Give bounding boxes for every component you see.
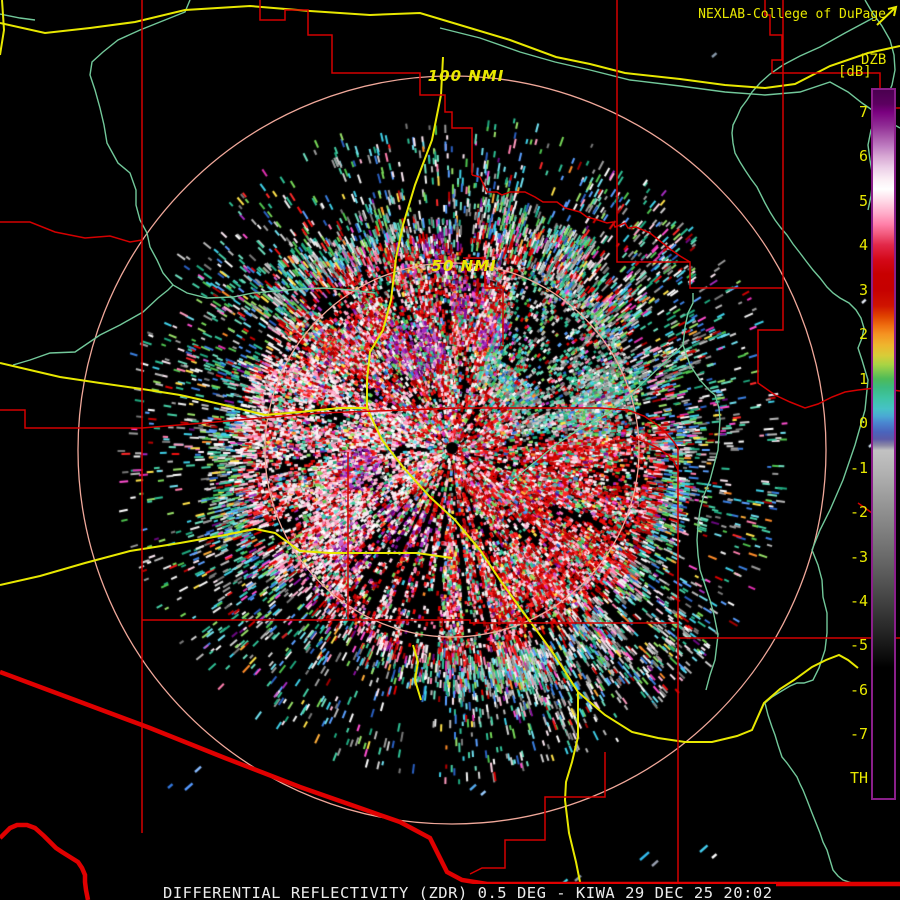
range-rings bbox=[77, 75, 827, 825]
status-bar: DIFFERENTIAL REFLECTIVITY (ZDR) 0.5 DEG … bbox=[160, 884, 776, 900]
range-ring-label-100nmi: 100 NMI bbox=[427, 67, 505, 85]
international-border bbox=[0, 669, 900, 900]
range-ring-50nmi bbox=[264, 262, 640, 638]
range-ring-label-50nmi: 50 NMI bbox=[431, 257, 497, 275]
wind-barb-icon bbox=[876, 5, 898, 26]
page-title: NEXLAB-College of DuPage bbox=[698, 7, 886, 22]
range-ring-100nmi bbox=[77, 75, 827, 825]
